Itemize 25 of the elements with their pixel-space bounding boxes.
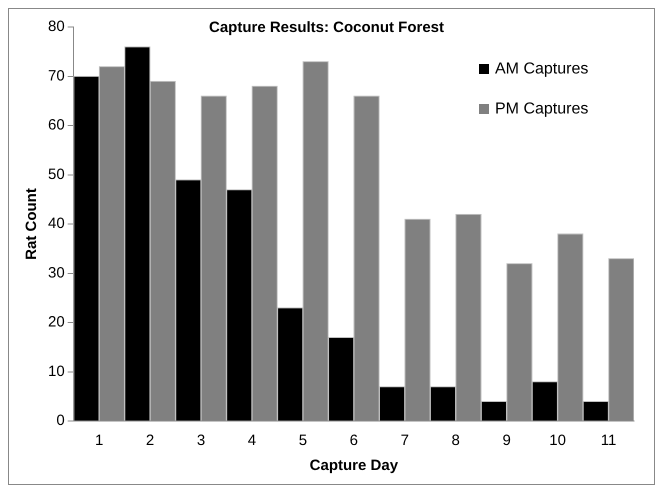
y-tick-label: 40	[48, 215, 65, 232]
legend-label: AM Captures	[495, 60, 588, 78]
y-tick-label: 60	[48, 116, 65, 134]
chart-title: Capture Results: Coconut Forest	[208, 19, 444, 36]
x-axis-title: Capture Day	[310, 457, 399, 474]
y-tick-label: 70	[48, 67, 65, 84]
x-tick-label: 4	[248, 432, 256, 450]
x-tick-label: 7	[400, 432, 409, 450]
x-tick-label: 10	[549, 432, 566, 450]
y-tick-label: 10	[48, 362, 65, 380]
y-axis-title: Rat Count	[23, 188, 40, 260]
x-tick-label: 9	[502, 432, 511, 450]
x-tick-label: 2	[146, 432, 154, 450]
y-tick-label: 30	[48, 264, 65, 282]
x-tick-label: 1	[94, 432, 104, 450]
y-tick-label: 20	[48, 314, 65, 331]
y-tick-label: 0	[56, 412, 65, 430]
legend-label: PM Captures	[495, 100, 588, 118]
y-tick-label: 50	[48, 166, 65, 183]
x-tick-label: 3	[196, 432, 206, 450]
x-tick-label: 6	[350, 432, 358, 450]
y-tick-label: 80	[48, 18, 65, 36]
x-tick-label: 8	[452, 432, 460, 450]
x-tick-label: 11	[600, 432, 616, 450]
x-tick-label: 5	[298, 432, 308, 450]
